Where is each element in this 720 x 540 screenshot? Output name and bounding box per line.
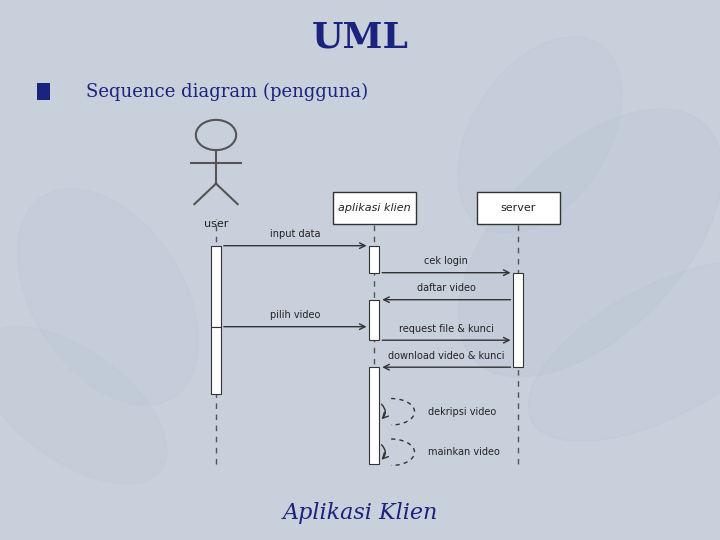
Bar	[369, 300, 379, 340]
Text: pilih video: pilih video	[270, 310, 320, 320]
Text: aplikasi klien: aplikasi klien	[338, 203, 410, 213]
Text: daftar video: daftar video	[417, 283, 476, 293]
Ellipse shape	[459, 109, 720, 377]
Text: server: server	[500, 203, 536, 213]
Text: n: n	[38, 85, 48, 99]
Bar	[211, 327, 221, 394]
Text: mainkan video: mainkan video	[428, 447, 500, 457]
Bar	[333, 192, 416, 224]
Ellipse shape	[17, 188, 199, 406]
Text: cek login: cek login	[425, 256, 468, 266]
Text: request file & kunci: request file & kunci	[399, 323, 494, 334]
Bar	[369, 367, 379, 464]
Bar	[369, 246, 379, 273]
Text: download video & kunci: download video & kunci	[388, 350, 505, 361]
Bar	[211, 246, 221, 327]
Text: Sequence diagram (pengguna): Sequence diagram (pengguna)	[86, 83, 369, 101]
Text: UML: UML	[312, 21, 408, 55]
Ellipse shape	[0, 326, 167, 484]
Ellipse shape	[458, 37, 622, 233]
Bar	[513, 273, 523, 367]
Text: Aplikasi Klien: Aplikasi Klien	[282, 502, 438, 524]
Text: user: user	[204, 219, 228, 229]
Ellipse shape	[528, 261, 720, 441]
Text: dekripsi video: dekripsi video	[428, 407, 497, 417]
Text: input data: input data	[270, 229, 320, 239]
Bar	[477, 192, 560, 224]
